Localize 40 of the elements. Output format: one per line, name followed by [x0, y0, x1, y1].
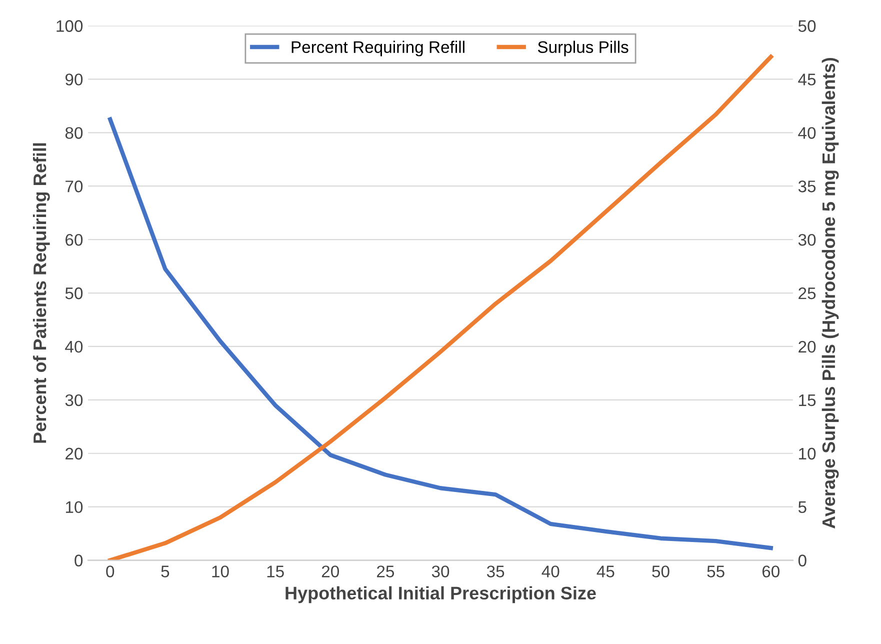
y2-axis-title: Average Surplus Pills (Hydrocodone 5 mg Equivalents): [822, 58, 839, 528]
x-tick-label: 45: [596, 566, 614, 578]
y-tick-label: 0: [74, 554, 83, 566]
y2-tick-label: 40: [798, 127, 816, 139]
x-tick-label: 40: [542, 566, 560, 578]
y2-tick-label: 30: [798, 234, 816, 246]
x-tick-label: 30: [432, 566, 450, 578]
y-tick-label: 90: [65, 74, 83, 86]
x-tick-label: 60: [762, 566, 780, 578]
x-tick-label: 5: [161, 566, 170, 578]
y2-tick-label: 45: [798, 74, 816, 86]
y2-tick-label: 25: [798, 287, 816, 300]
x-tick-label: 50: [652, 566, 670, 578]
y-tick-label: 20: [66, 448, 83, 460]
y-axis-title: Percent of Patients Requiring Refill: [32, 143, 50, 443]
y-tick-label: 30: [65, 394, 83, 406]
x-tick-label: 15: [267, 566, 284, 578]
y-tick-label: 70: [66, 180, 83, 192]
x-tick-label: 35: [486, 566, 504, 578]
x-tick-label: 10: [212, 566, 229, 578]
y2-tick-label: 15: [799, 394, 816, 406]
y-tick-label: 10: [66, 501, 83, 514]
legend-label: Percent Requiring Refill: [292, 40, 464, 56]
legend-label: Surplus Pills: [538, 40, 628, 56]
y-tick-label: 80: [65, 127, 83, 139]
y2-tick-label: 20: [798, 340, 816, 353]
x-axis-title: Hypothetical Initial Prescription Size: [286, 586, 596, 604]
x-tick-label: 0: [106, 566, 114, 578]
y-tick-label: 100: [56, 20, 83, 32]
y-tick-label: 60: [66, 234, 83, 246]
y-tick-label: 40: [65, 340, 83, 353]
y2-tick-label: 10: [799, 448, 816, 460]
x-tick-label: 20: [322, 566, 339, 578]
x-tick-label: 25: [377, 566, 394, 578]
y2-tick-label: 35: [798, 180, 816, 192]
y2-tick-label: 0: [798, 554, 806, 566]
x-tick-label: 55: [707, 566, 724, 578]
y2-tick-label: 5: [798, 501, 806, 514]
y-tick-label: 50: [65, 287, 83, 300]
y2-tick-label: 50: [798, 20, 816, 32]
